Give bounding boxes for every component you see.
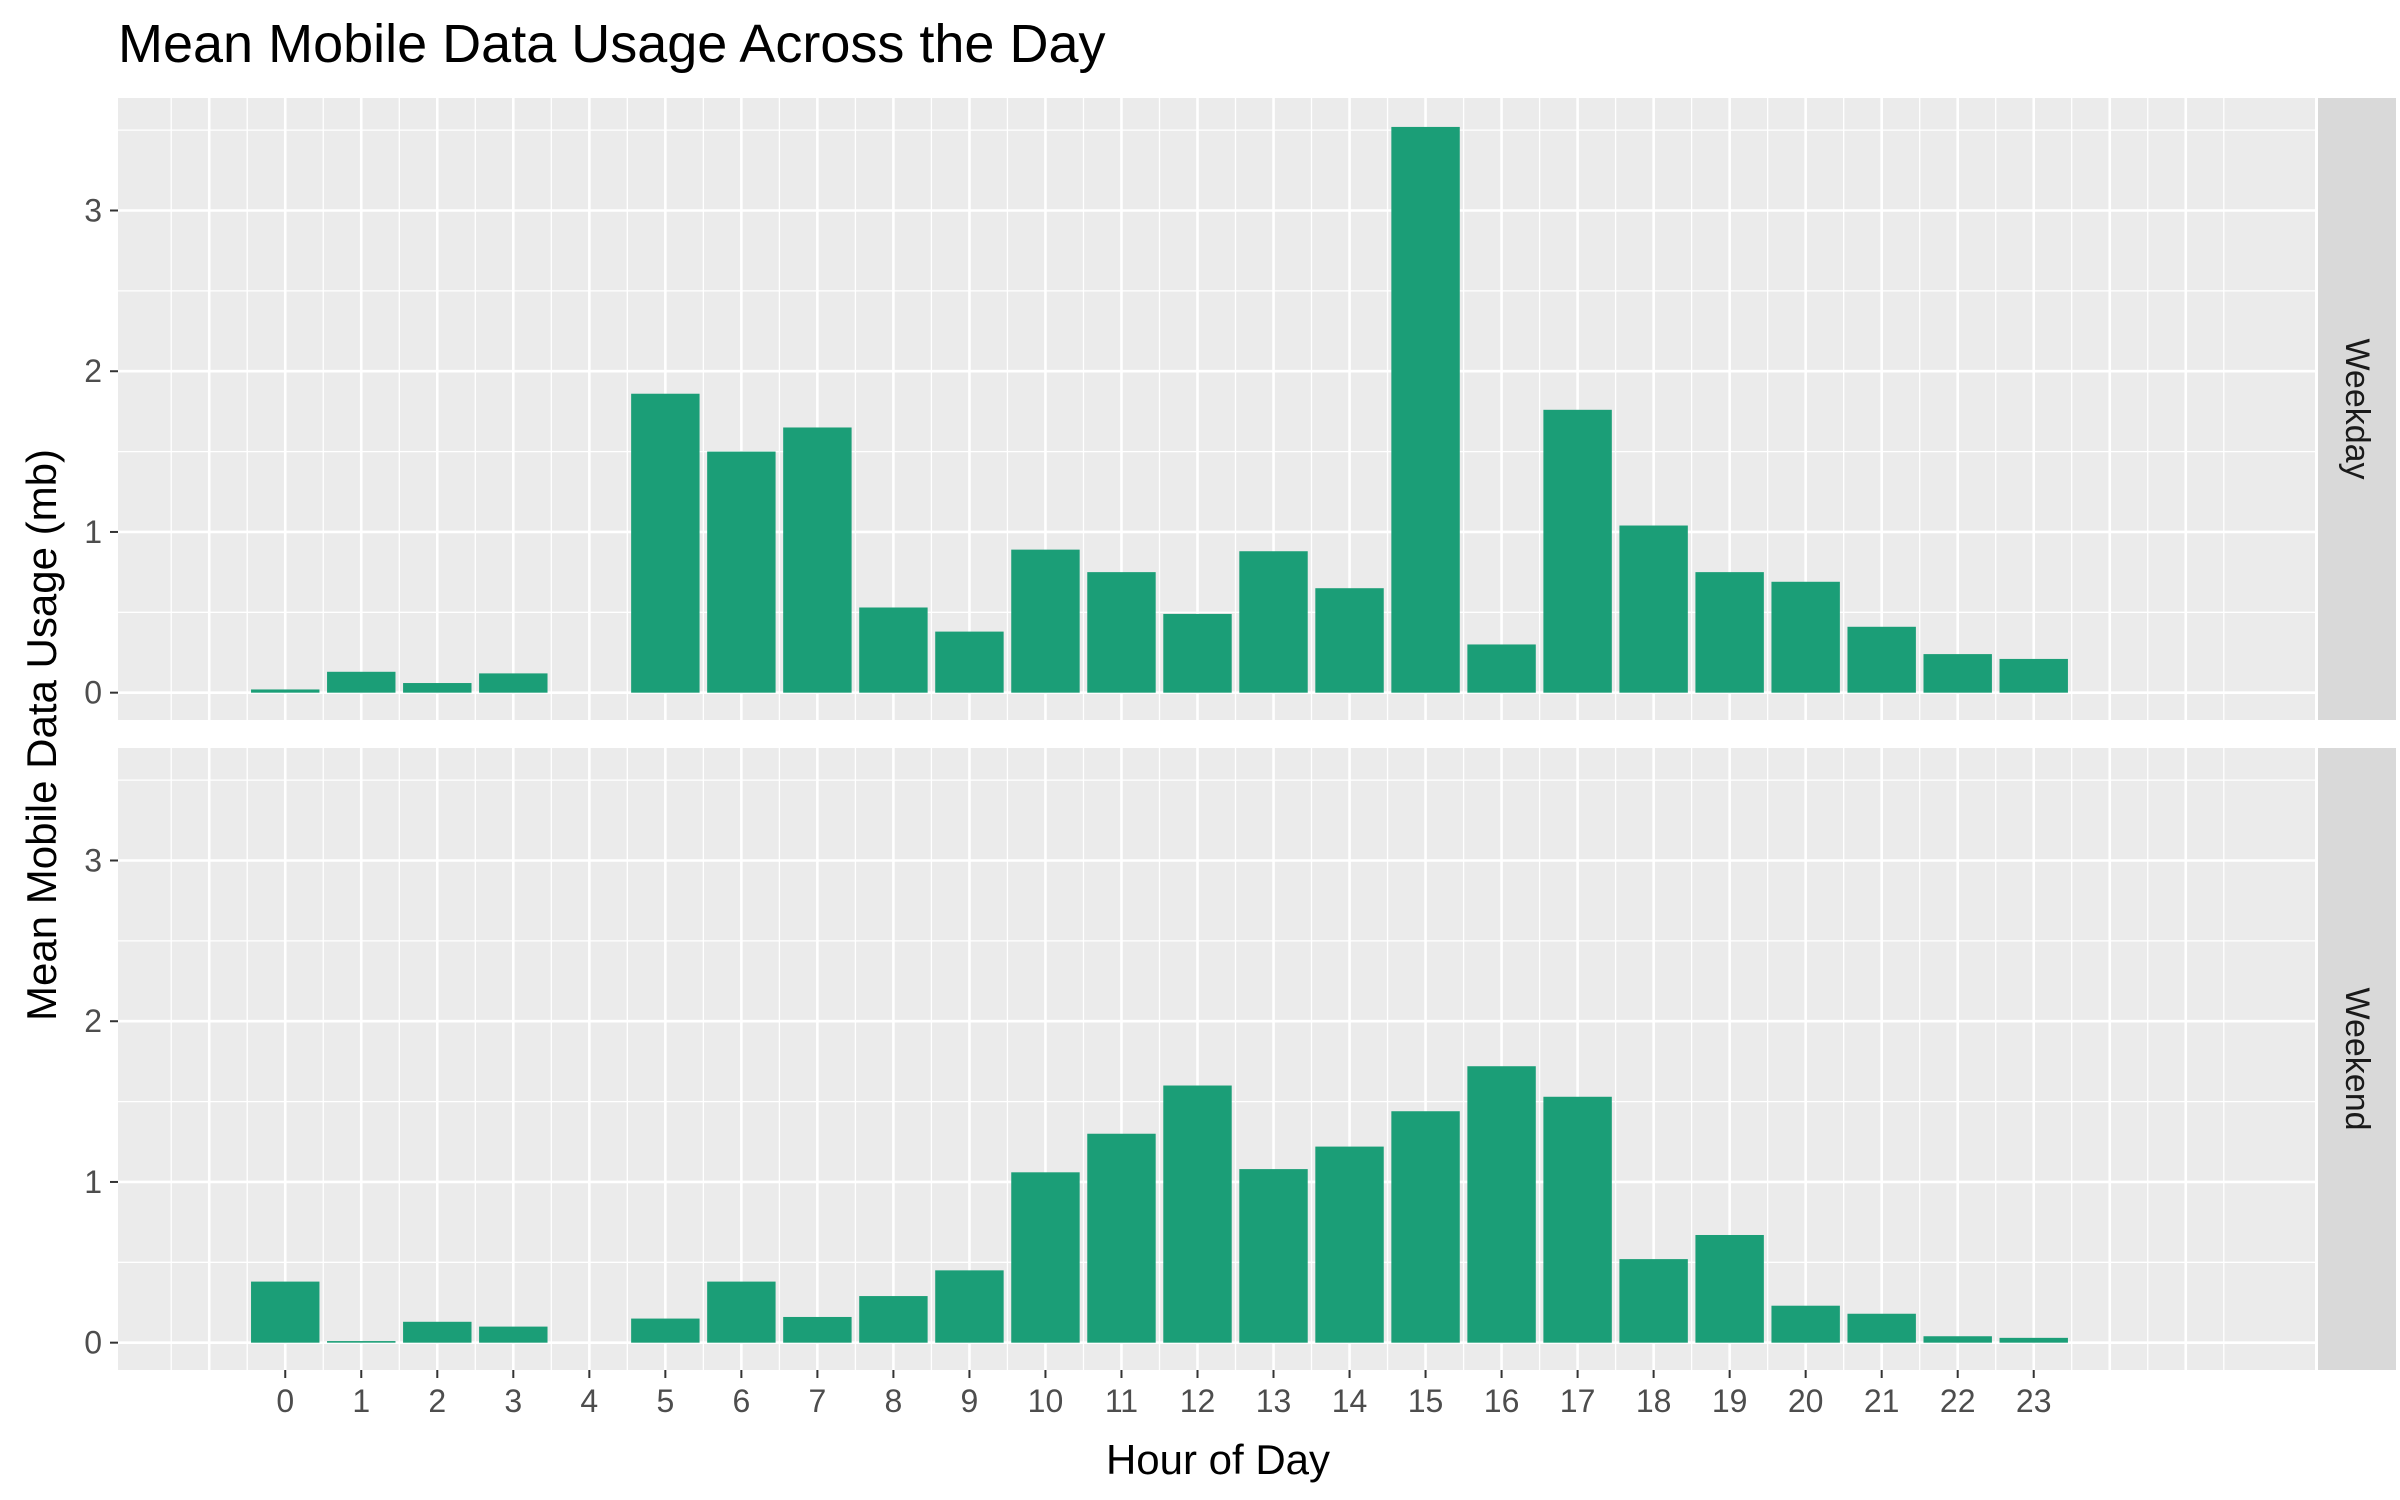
bar-weekend-hour-12: [1163, 1085, 1232, 1343]
x-tick-label: 15: [1408, 1383, 1444, 1419]
x-tick-label: 5: [656, 1383, 674, 1419]
bar-weekend-hour-5: [631, 1318, 700, 1343]
bar-weekday-hour-20: [1771, 581, 1840, 693]
bar-weekend-hour-22: [1923, 1336, 1992, 1343]
bars: [251, 1066, 2068, 1343]
y-tick-label: 3: [84, 193, 102, 229]
bar-weekday-hour-11: [1087, 572, 1156, 693]
x-tick-label: 3: [504, 1383, 522, 1419]
x-tick-label: 6: [732, 1383, 750, 1419]
bar-weekend-hour-18: [1619, 1259, 1688, 1343]
bar-weekend-hour-9: [935, 1270, 1004, 1343]
x-tick-label: 4: [580, 1383, 598, 1419]
x-tick-label: 9: [961, 1383, 979, 1419]
y-tick-label: 3: [84, 843, 102, 879]
bar-weekend-hour-1: [327, 1341, 396, 1343]
bar-weekend-hour-2: [403, 1321, 472, 1343]
bar-weekend-hour-20: [1771, 1305, 1840, 1343]
bar-weekend-hour-6: [707, 1281, 776, 1343]
bar-weekday-hour-16: [1467, 644, 1536, 693]
x-tick-label: 23: [2016, 1383, 2052, 1419]
x-tick-label: 11: [1105, 1383, 1138, 1419]
bar-weekend-hour-19: [1695, 1234, 1764, 1343]
bar-weekday-hour-21: [1847, 626, 1916, 693]
bar-weekday-hour-17: [1543, 409, 1612, 693]
x-tick-label: 0: [276, 1383, 294, 1419]
x-tick-label: 2: [428, 1383, 446, 1419]
x-tick-label: 12: [1180, 1383, 1216, 1419]
bar-weekend-hour-0: [251, 1281, 320, 1343]
bar-weekend-hour-11: [1087, 1133, 1156, 1343]
x-tick-label: 21: [1864, 1383, 1900, 1419]
bar-weekday-hour-18: [1619, 525, 1688, 693]
x-tick-label: 1: [352, 1383, 370, 1419]
bar-weekend-hour-16: [1467, 1066, 1536, 1343]
bar-weekend-hour-23: [1999, 1337, 2068, 1343]
x-tick-label: 14: [1332, 1383, 1368, 1419]
facet-strip: [2318, 748, 2396, 1370]
bar-weekday-hour-8: [859, 607, 928, 693]
y-tick-label: 1: [84, 1164, 102, 1200]
facet-strip-label: Weekday: [2338, 338, 2376, 479]
x-tick-label: 17: [1560, 1383, 1596, 1419]
bar-weekday-hour-10: [1011, 549, 1080, 693]
bar-weekend-hour-15: [1391, 1111, 1460, 1343]
bar-weekday-hour-22: [1923, 654, 1992, 693]
bar-weekday-hour-6: [707, 451, 776, 693]
x-tick-label: 13: [1256, 1383, 1292, 1419]
bar-weekday-hour-12: [1163, 613, 1232, 693]
y-tick-label: 2: [84, 1003, 102, 1039]
bar-weekday-hour-14: [1315, 588, 1384, 693]
bar-weekday-hour-13: [1239, 551, 1308, 693]
facet-panel-weekend: 0 1 2 3 Weekend: [84, 748, 2396, 1370]
y-tick-label: 1: [84, 514, 102, 550]
bar-weekday-hour-15: [1391, 126, 1460, 693]
bar-weekday-hour-5: [631, 393, 700, 693]
bar-weekday-hour-2: [403, 683, 472, 693]
x-tick-label: 10: [1028, 1383, 1064, 1419]
x-tick-label: 20: [1788, 1383, 1824, 1419]
y-tick-label: 0: [84, 1325, 102, 1361]
chart-title: Mean Mobile Data Usage Across the Day: [118, 14, 1105, 74]
bar-weekday-hour-9: [935, 631, 1004, 693]
bar-weekend-hour-7: [783, 1316, 852, 1343]
x-tick-label: 8: [885, 1383, 903, 1419]
x-tick-label: 7: [808, 1383, 826, 1419]
bar-weekend-hour-13: [1239, 1169, 1308, 1343]
bar-weekday-hour-7: [783, 427, 852, 693]
x-tick-label: 22: [1940, 1383, 1976, 1419]
bar-weekend-hour-10: [1011, 1172, 1080, 1343]
bar-weekend-hour-3: [479, 1326, 548, 1343]
bar-weekend-hour-8: [859, 1296, 928, 1343]
facet-panel-weekday: 0 1 2 3 Weekday: [84, 98, 2396, 720]
bars: [251, 126, 2068, 693]
y-axis-weekend: 0 1 2 3: [84, 843, 118, 1361]
y-axis-weekday: 0 1 2 3: [84, 193, 118, 711]
bar-weekday-hour-23: [1999, 658, 2068, 693]
x-tick-label: 16: [1484, 1383, 1520, 1419]
y-axis-title: Mean Mobile Data Usage (mb): [18, 449, 65, 1021]
y-tick-label: 0: [84, 675, 102, 711]
bar-weekday-hour-19: [1695, 572, 1764, 693]
bar-weekday-hour-3: [479, 673, 548, 693]
x-tick-label: 19: [1712, 1383, 1748, 1419]
facet-panels: 0 1 2 3 Weekday 0 1 2 3 Weekend: [84, 98, 2396, 1370]
bar-weekday-hour-0: [251, 689, 320, 693]
bar-weekend-hour-21: [1847, 1313, 1916, 1343]
facet-strip: [2318, 98, 2396, 720]
facet-strip-label: Weekend: [2338, 987, 2376, 1130]
x-tick-label: 18: [1636, 1383, 1672, 1419]
x-axis-title: Hour of Day: [1106, 1436, 1330, 1483]
bar-weekday-hour-1: [327, 671, 396, 693]
bar-weekend-hour-17: [1543, 1096, 1612, 1343]
x-axis: 0 1 2 3 4 5 6 7 8 9 10 11 12 13 14 15 16 17 18 19 20 21 22 23: [276, 1370, 2052, 1419]
bar-weekend-hour-14: [1315, 1146, 1384, 1343]
y-tick-label: 2: [84, 353, 102, 389]
